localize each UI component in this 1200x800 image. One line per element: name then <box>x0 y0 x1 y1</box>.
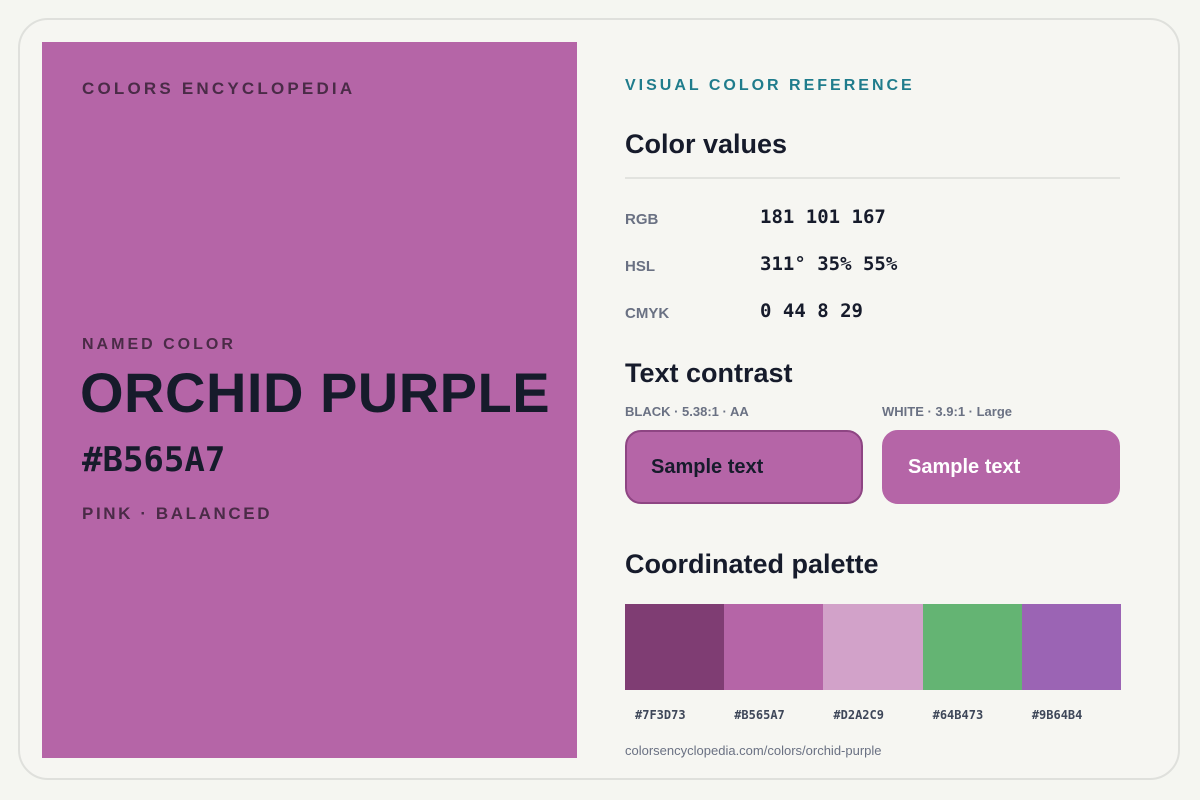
palette-hex-label: #7F3D73 <box>635 708 686 722</box>
palette-hex-label: #9B64B4 <box>1031 708 1083 722</box>
palette-swatch <box>823 604 923 690</box>
hex-code: #B565A7 <box>82 440 226 480</box>
hsl-value: 311° 35% 55% <box>760 253 898 275</box>
rgb-label: RGB <box>625 211 659 228</box>
hero-swatch-panel: COLORS ENCYCLOPEDIA NAMED COLOR ORCHID P… <box>42 42 577 758</box>
brand-name: COLORS ENCYCLOPEDIA <box>82 79 356 98</box>
black-text-sample: Sample text <box>625 430 863 504</box>
named-color-label: NAMED COLOR <box>82 336 236 353</box>
source-url: colorsencyclopedia.com/colors/orchid-pur… <box>625 743 882 758</box>
text-contrast-heading: Text contrast <box>625 358 793 388</box>
palette-swatch <box>1021 604 1122 690</box>
palette-strip <box>625 604 1122 690</box>
black-contrast-label: BLACK · 5.38:1 · AA <box>625 404 749 419</box>
palette-heading: Coordinated palette <box>625 549 879 579</box>
color-values-heading: Color values <box>625 129 788 159</box>
section-kicker: VISUAL COLOR REFERENCE <box>625 77 915 94</box>
palette-hex-label: #B565A7 <box>734 708 785 722</box>
cmyk-value: 0 44 8 29 <box>760 300 863 322</box>
palette-swatch <box>625 604 725 690</box>
rgb-value: 181 101 167 <box>760 206 886 228</box>
white-contrast-label: WHITE · 3.9:1 · Large <box>882 404 1013 419</box>
hsl-label: HSL <box>625 258 655 275</box>
palette-hex-label: #64B473 <box>932 708 984 722</box>
palette-hex-label: #D2A2C9 <box>833 708 884 722</box>
color-family: PINK · BALANCED <box>82 504 273 523</box>
color-name: ORCHID PURPLE <box>80 361 551 424</box>
cmyk-label: CMYK <box>625 305 670 322</box>
divider <box>625 177 1120 179</box>
white-text-sample: Sample text <box>882 430 1120 504</box>
palette-swatch <box>724 604 824 690</box>
palette-labels: #7F3D73 #B565A7 #D2A2C9 #64B473 #9B64B4 <box>625 708 1121 722</box>
palette-swatch <box>922 604 1022 690</box>
